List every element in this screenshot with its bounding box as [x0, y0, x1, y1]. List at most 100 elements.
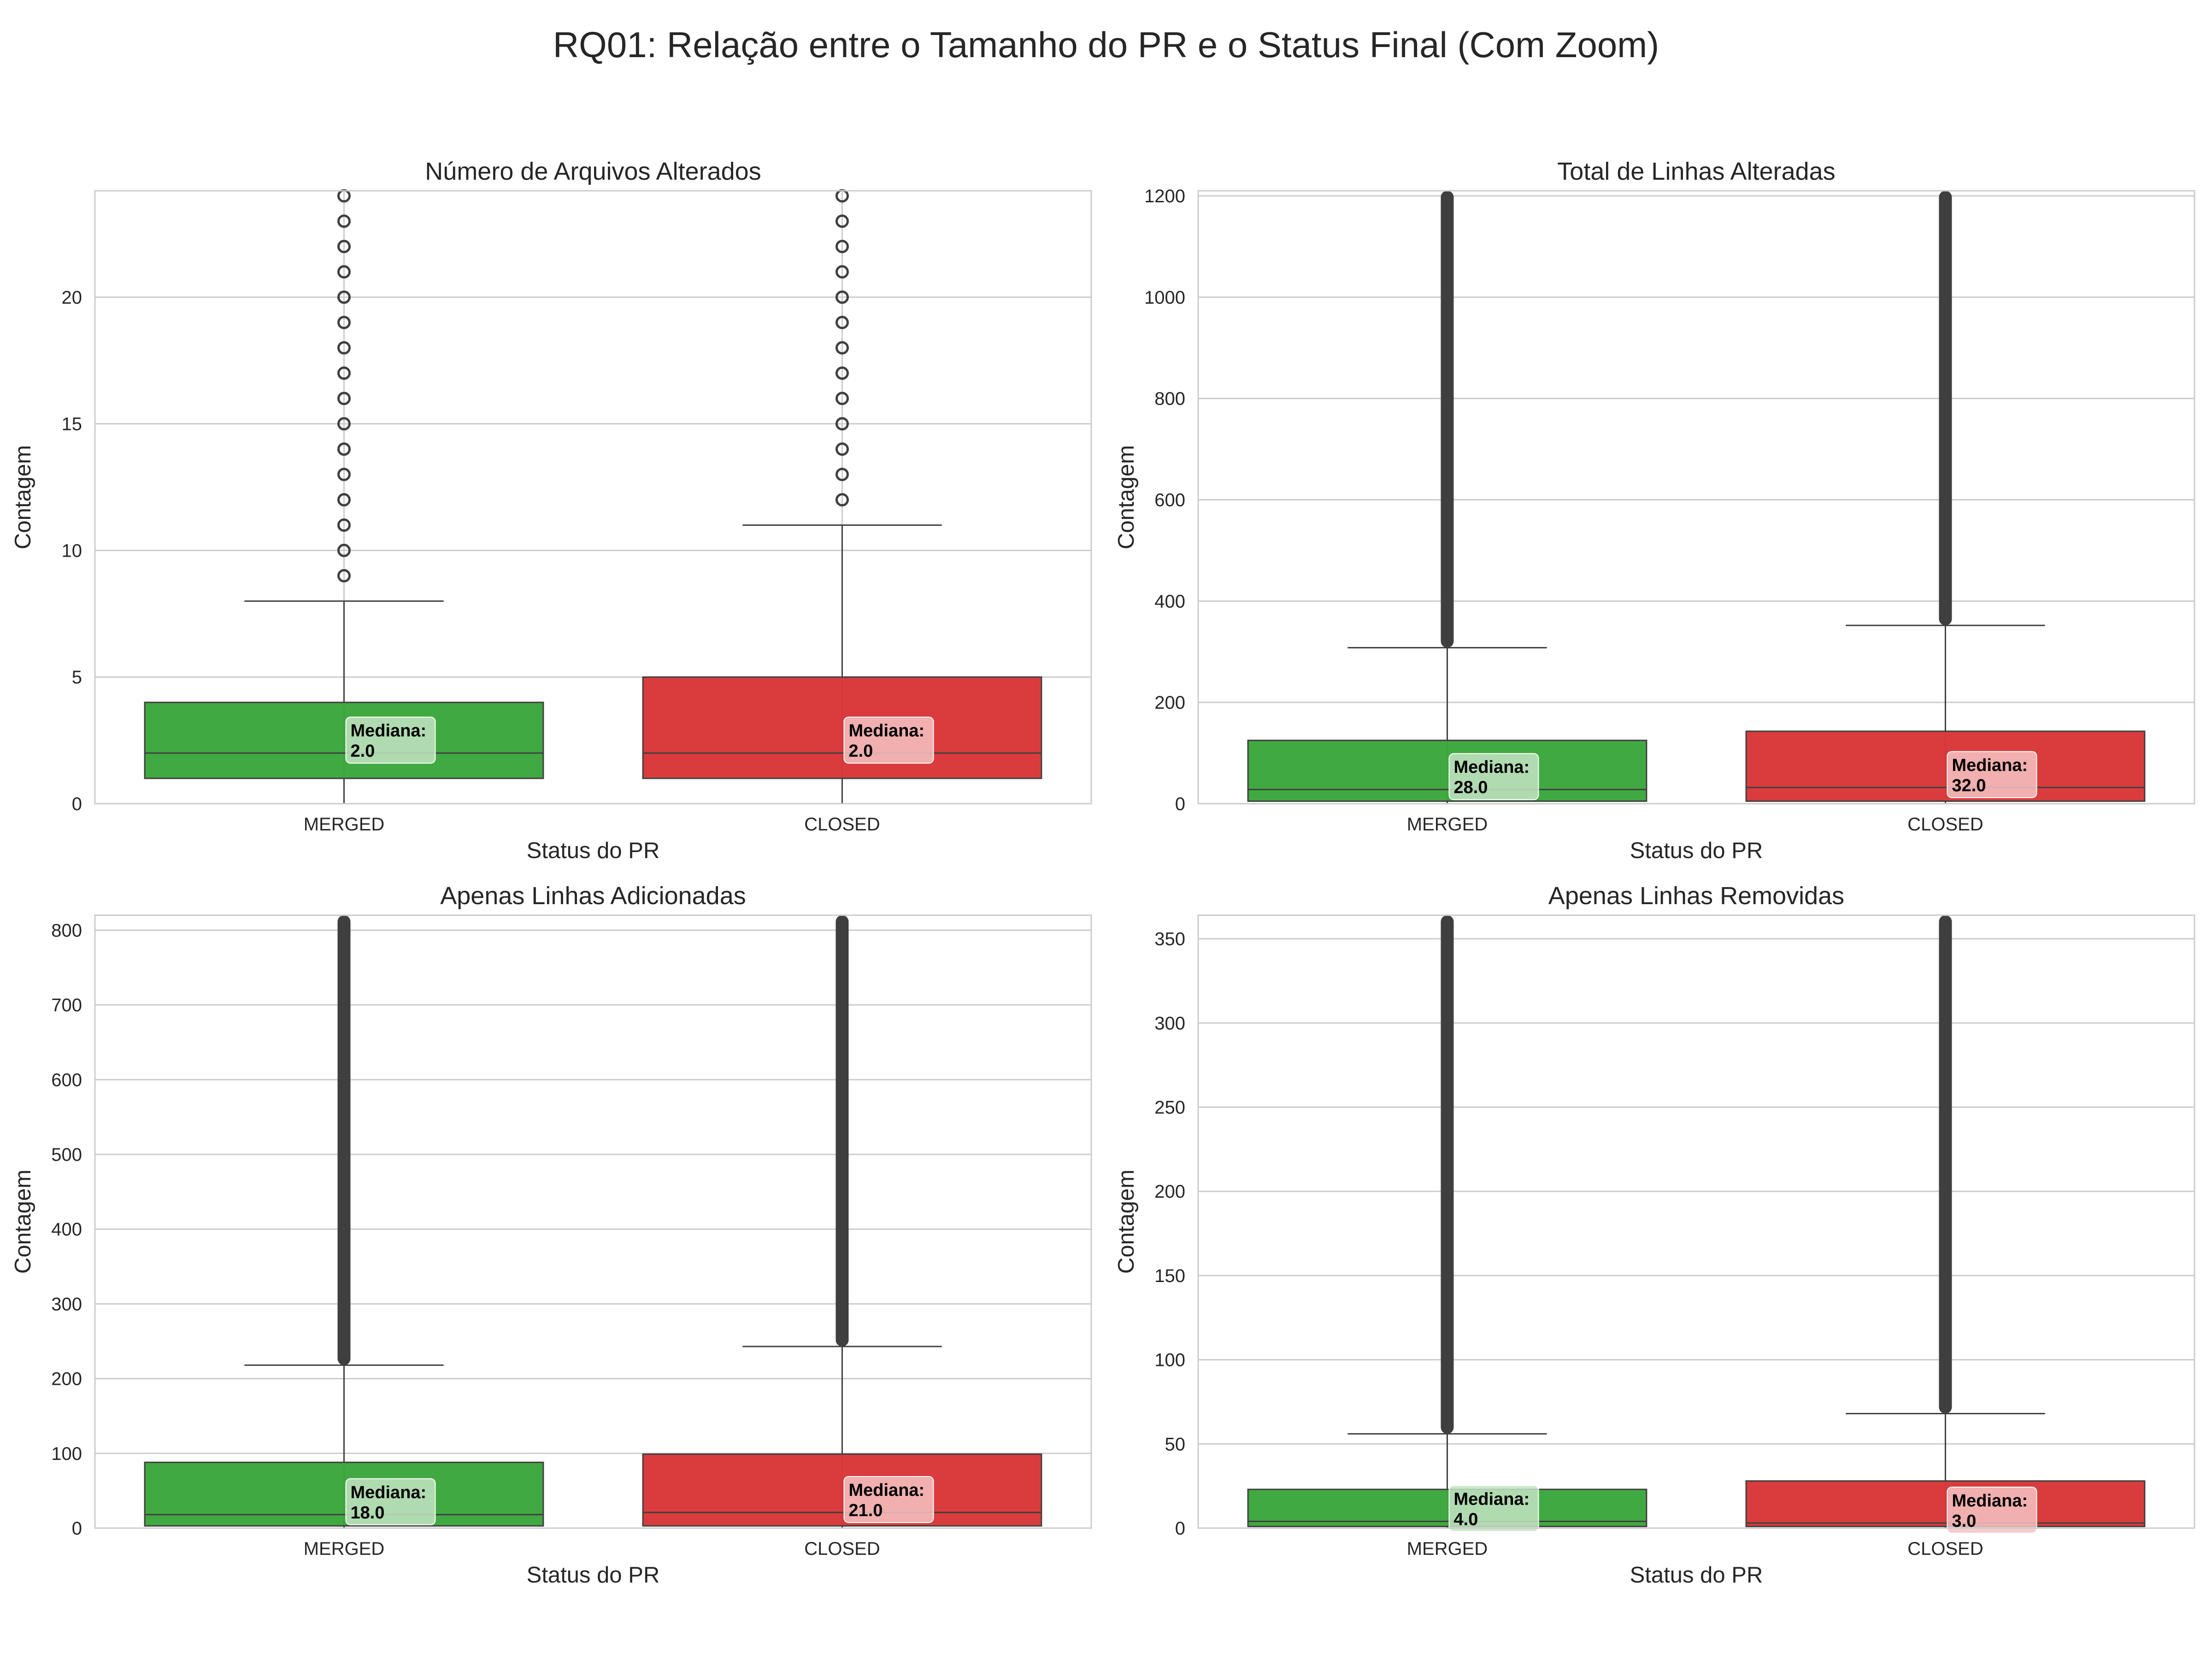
- box-closed: Mediana: 21.0: [642, 915, 1042, 1529]
- figure-title: RQ01: Relação entre o Tamanho do PR e o …: [553, 24, 1659, 65]
- median-label-box: [843, 717, 934, 764]
- outlier-point: [835, 468, 849, 482]
- outlier-point: [337, 341, 351, 355]
- outlier-point: [835, 265, 849, 279]
- box-body: [1247, 740, 1647, 802]
- y-tick-label: 500: [51, 1145, 82, 1165]
- subplot-title: Total de Linhas Alteradas: [1557, 158, 1835, 185]
- box-body: [642, 676, 1042, 779]
- median-label: Mediana: 2.0: [849, 721, 925, 761]
- y-tick-label: 1200: [1144, 186, 1185, 206]
- y-tick-label: 800: [1154, 389, 1185, 409]
- x-axis-label: Status do PR: [1630, 838, 1763, 863]
- y-tick-label: 1000: [1144, 288, 1185, 308]
- median-label-box: [345, 1478, 436, 1525]
- y-tick-label: 400: [51, 1219, 82, 1240]
- box-merged: Mediana: 4.0: [1247, 915, 1647, 1532]
- axes-frame: [1197, 190, 2195, 805]
- box-body: [1745, 730, 2146, 802]
- outlier-point: [835, 366, 849, 380]
- outlier-points-dense: [337, 915, 351, 1365]
- box-body: [144, 1461, 544, 1527]
- x-axis-label: Status do PR: [527, 838, 660, 863]
- box-merged: Mediana: 18.0: [144, 915, 544, 1529]
- outlier-point: [337, 518, 351, 532]
- y-tick-label: 0: [72, 794, 82, 814]
- outlier-point: [337, 493, 351, 506]
- x-tick-label: MERGED: [1407, 814, 1488, 835]
- outlier-point: [835, 417, 849, 431]
- y-tick-label: 200: [1154, 693, 1185, 713]
- axes-frame: [94, 190, 1092, 805]
- outlier-point: [337, 316, 351, 329]
- y-tick-label: 15: [62, 414, 82, 435]
- subplot-2: 0 200 400 600 800 1000 1200 Mediana: 28.0 Mediana…: [1114, 158, 2195, 863]
- median-label: Mediana: 18.0: [351, 1483, 427, 1523]
- y-tick-label: 10: [62, 541, 82, 561]
- subplot-title: Apenas Linhas Adicionadas: [440, 882, 746, 910]
- y-tick-label: 350: [1154, 929, 1185, 949]
- outlier-point: [835, 290, 849, 304]
- x-tick-label: MERGED: [1407, 1539, 1488, 1559]
- x-tick-label: CLOSED: [804, 814, 880, 835]
- x-tick-label: MERGED: [304, 814, 385, 835]
- axes-frame: [94, 914, 1092, 1529]
- outlier-point: [337, 265, 351, 279]
- median-label-box: [1947, 751, 2037, 798]
- y-tick-label: 400: [1154, 591, 1185, 612]
- y-tick-label: 150: [1154, 1266, 1185, 1286]
- median-label: Mediana: 28.0: [1454, 758, 1530, 797]
- outlier-point: [337, 290, 351, 304]
- y-tick-label: 200: [1154, 1182, 1185, 1202]
- outlier-point: [835, 392, 849, 406]
- median-label-box: [1448, 753, 1539, 800]
- outlier-point: [835, 240, 849, 253]
- median-label-box: [345, 717, 436, 764]
- y-tick-label: 700: [51, 995, 82, 1016]
- x-tick-label: CLOSED: [804, 1539, 880, 1559]
- median-label: Mediana: 4.0: [1454, 1489, 1530, 1529]
- box-body: [642, 1453, 1042, 1527]
- y-axis-label: Contagem: [11, 445, 35, 549]
- outlier-point: [337, 442, 351, 456]
- outlier-point: [337, 543, 351, 557]
- subplot-1: 0 5 10 15 20 Mediana: 2.0 Mediana: 2.0 MERGED CLOS…: [11, 158, 1092, 863]
- outlier-points-dense: [1939, 915, 1952, 1414]
- y-axis-label: Contagem: [1114, 1170, 1139, 1274]
- outlier-point: [337, 366, 351, 380]
- axes-frame: [1197, 914, 2195, 1529]
- subplot-title: Número de Arquivos Alterados: [425, 158, 761, 185]
- y-tick-label: 5: [72, 667, 82, 688]
- outlier-point: [835, 493, 849, 506]
- outlier-point: [337, 214, 351, 228]
- y-tick-label: 20: [62, 288, 82, 308]
- box-body: [1247, 1488, 1647, 1527]
- outlier-point: [835, 316, 849, 329]
- y-axis-label: Contagem: [11, 1170, 35, 1274]
- median-label: Mediana: 32.0: [1952, 756, 2028, 795]
- median-label: Mediana: 21.0: [849, 1481, 925, 1520]
- y-tick-label: 100: [1154, 1350, 1185, 1371]
- outlier-point: [337, 417, 351, 431]
- x-tick-label: CLOSED: [1907, 814, 1983, 835]
- outlier-point: [337, 392, 351, 406]
- y-tick-label: 600: [1154, 490, 1185, 510]
- median-label-box: [1448, 1485, 1539, 1532]
- box-closed: Mediana: 32.0: [1745, 191, 2146, 805]
- outlier-points-dense: [1441, 191, 1454, 648]
- box-body: [1745, 1480, 2146, 1527]
- y-tick-label: 0: [1175, 1518, 1185, 1539]
- box-closed: Mediana: 2.0: [642, 189, 1042, 805]
- x-axis-label: Status do PR: [527, 1563, 660, 1588]
- x-tick-label: MERGED: [304, 1539, 385, 1559]
- y-tick-label: 0: [1175, 794, 1185, 814]
- subplot-3: 0 100 200 300 400 500 600 700 800 Mediana: 18.0 Med…: [11, 882, 1092, 1588]
- outlier-points-dense: [1441, 915, 1454, 1434]
- median-label-box: [843, 1476, 934, 1523]
- outlier-point: [337, 240, 351, 253]
- median-label-box: [1947, 1487, 2037, 1534]
- median-label: Mediana: 2.0: [351, 721, 427, 761]
- y-tick-label: 600: [51, 1070, 82, 1090]
- x-tick-label: CLOSED: [1907, 1539, 1983, 1559]
- y-tick-label: 200: [51, 1369, 82, 1389]
